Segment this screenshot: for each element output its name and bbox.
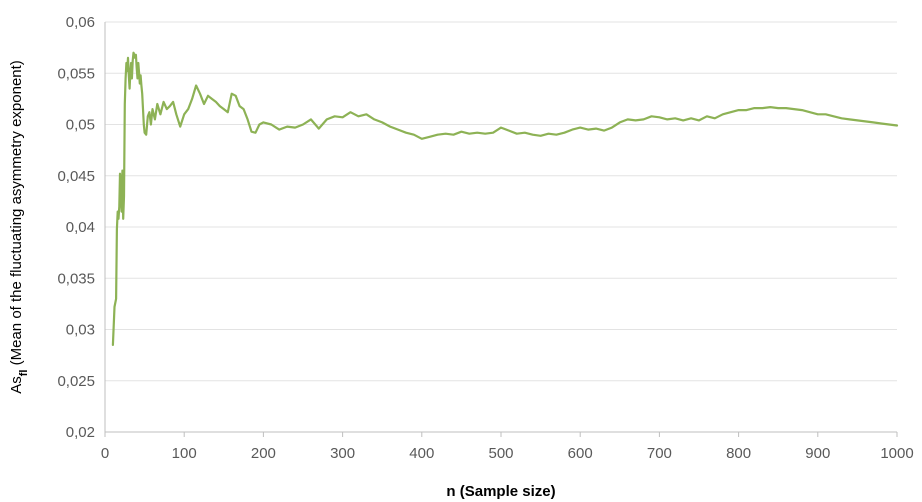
y-axis-title-subscript: fl: [18, 370, 30, 377]
y-tick-label: 0,06: [66, 14, 95, 31]
x-tick-label: 1000: [880, 445, 913, 462]
gridlines: [105, 21, 897, 382]
x-tick-label: 400: [409, 445, 434, 462]
y-tick-label: 0,05: [66, 117, 95, 134]
x-axis-title: n (Sample size): [446, 483, 555, 500]
x-tick-label: 800: [726, 445, 751, 462]
y-tick-labels: 0,02 0,025 0,03 0,035 0,04 0,045 0,05 0,055 0,06: [57, 14, 95, 441]
y-tick-label: 0,055: [57, 65, 95, 82]
y-tick-label: 0,04: [66, 219, 95, 236]
y-tick-label: 0,03: [66, 322, 95, 339]
x-tick-labels: 0 100 200 300 400 500 600 700 800 900 1000: [101, 432, 914, 462]
y-tick-label: 0,035: [57, 270, 95, 287]
x-tick-label: 900: [805, 445, 830, 462]
x-tick-label: 500: [488, 445, 513, 462]
x-tick-label: 300: [330, 445, 355, 462]
series-group: [111, 51, 899, 346]
y-axis-title-prefix: As: [8, 376, 25, 394]
y-tick-label: 0,045: [57, 168, 95, 185]
y-tick-label: 0,02: [66, 424, 95, 441]
x-tick-label: 200: [251, 445, 276, 462]
y-axis-title: Asfl (Mean of the fluctuating asymmetry …: [8, 60, 30, 394]
y-tick-label: 0,025: [57, 373, 95, 390]
x-tick-label: 0: [101, 445, 109, 462]
x-tick-label: 700: [647, 445, 672, 462]
x-tick-label: 600: [568, 445, 593, 462]
y-axis-title-text: (Mean of the fluctuating asymmetry expon…: [8, 60, 25, 369]
x-tick-label: 100: [172, 445, 197, 462]
series-line-0: [111, 51, 899, 346]
